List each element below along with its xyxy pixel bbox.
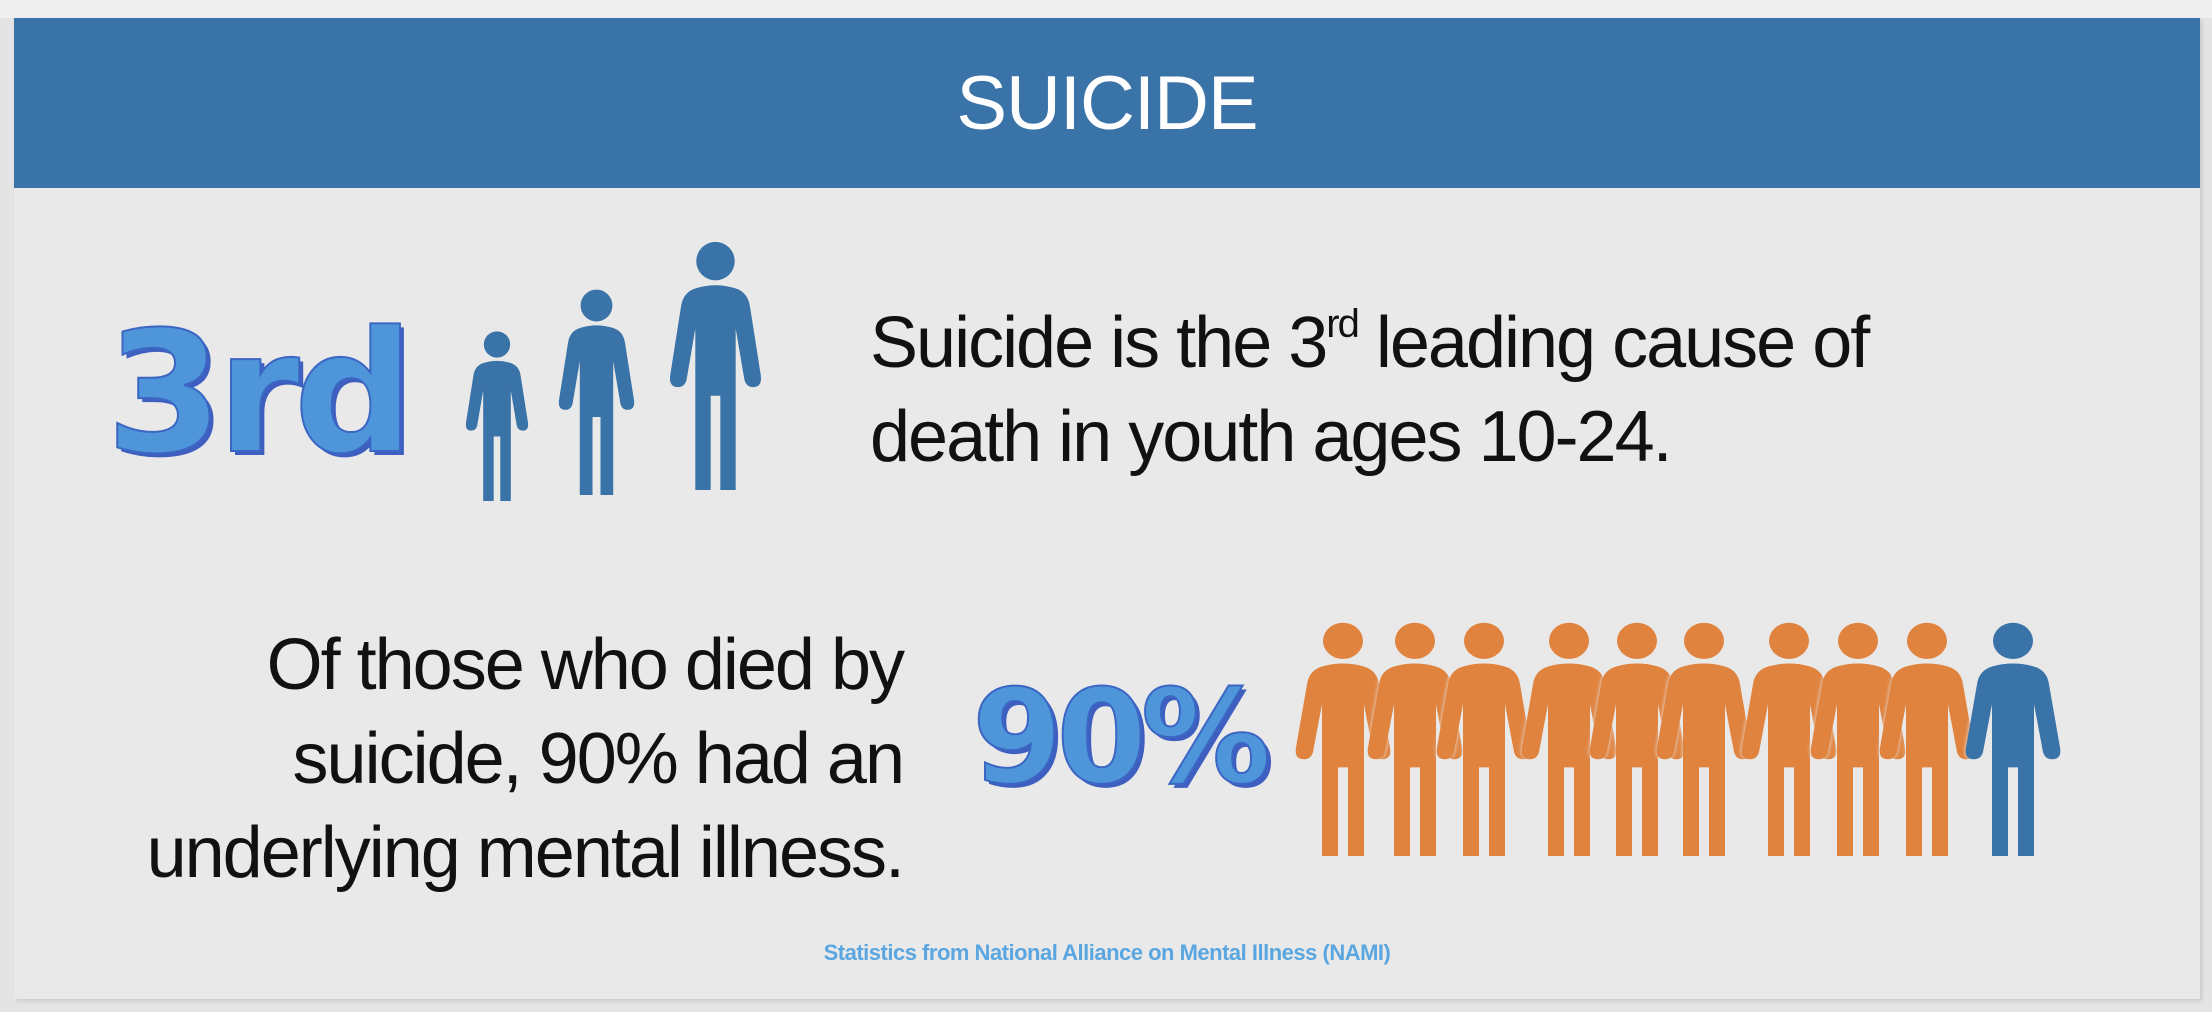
adult-figure-icon	[652, 240, 779, 490]
stat1-text-post: leading cause of	[1357, 303, 1870, 383]
top-strip	[0, 0, 2212, 18]
stat1-statement: Suicide is the 3rd leading cause of deat…	[870, 296, 1870, 484]
title-banner: SUICIDE	[14, 18, 2200, 188]
child-figure-icon	[454, 330, 540, 501]
source-citation: Statistics from National Alliance on Men…	[823, 940, 1391, 965]
infographic-slide: SUICIDE 3rd Suicide is the 3rd leading c…	[14, 18, 2200, 999]
person-icon-highlighted	[1877, 621, 1977, 856]
stat2-line: underlying mental illness.	[146, 813, 905, 893]
stat1-superscript: rd	[1326, 302, 1360, 346]
teen-figure-icon	[545, 288, 648, 495]
stat1-line1: Suicide is the 3rd leading cause of	[870, 296, 1870, 390]
third-rank-label: 3rd	[105, 295, 415, 491]
person-icon	[1963, 621, 2063, 856]
stat1-line2: death in youth ages 10-24.	[870, 397, 1673, 477]
page-title: SUICIDE	[956, 61, 1258, 146]
stat2-statement: Of those who died by suicide, 90% had an…	[146, 618, 905, 900]
stat2-line: Of those who died by	[266, 625, 905, 705]
stat1-text-pre: Suicide is the 3	[870, 303, 1328, 383]
ninety-percent-label: 90%	[971, 661, 1272, 813]
stat2-line: suicide, 90% had an	[292, 719, 905, 799]
